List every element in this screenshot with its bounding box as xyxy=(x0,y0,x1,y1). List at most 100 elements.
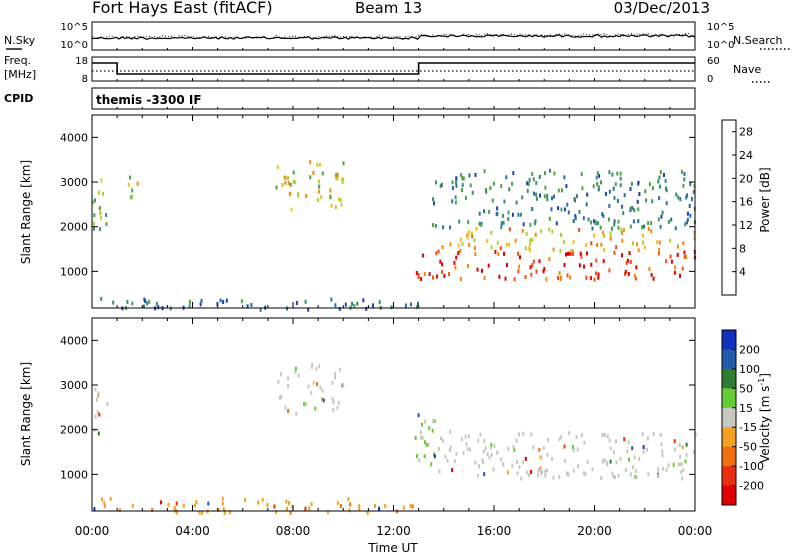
data-cell xyxy=(681,266,684,271)
data-cell xyxy=(625,260,628,265)
data-cell xyxy=(488,209,491,214)
data-cell xyxy=(583,440,586,445)
data-cell xyxy=(657,251,660,256)
data-cell xyxy=(641,225,644,230)
data-cell xyxy=(651,199,654,204)
data-cell xyxy=(659,170,662,175)
data-cell xyxy=(592,219,595,224)
data-cell xyxy=(451,468,454,473)
data-cell xyxy=(535,192,538,197)
data-cell xyxy=(609,234,612,239)
data-cell xyxy=(602,259,605,264)
data-cell xyxy=(527,246,530,251)
data-cell xyxy=(642,449,645,454)
data-cell xyxy=(479,222,482,227)
data-cell xyxy=(629,187,632,191)
data-cell xyxy=(446,458,449,463)
data-cell xyxy=(455,176,458,181)
data-cell xyxy=(658,196,661,201)
data-cell xyxy=(330,297,333,302)
data-cell xyxy=(544,469,547,474)
data-cell xyxy=(335,176,338,181)
data-cell xyxy=(454,195,457,200)
data-cell xyxy=(536,196,538,201)
colorbar-segment xyxy=(722,485,736,506)
data-cell xyxy=(318,364,321,369)
data-cell xyxy=(631,446,634,451)
data-cell xyxy=(657,217,660,222)
data-cell xyxy=(281,183,284,187)
data-cell xyxy=(93,226,95,231)
data-cell xyxy=(633,273,636,278)
data-cell xyxy=(136,181,139,186)
data-cell xyxy=(483,472,486,477)
data-cell xyxy=(449,242,452,247)
data-cell xyxy=(467,220,470,225)
data-cell xyxy=(590,241,593,246)
data-cell xyxy=(378,300,381,305)
data-cell xyxy=(550,207,553,212)
data-cell xyxy=(530,469,533,474)
data-cell xyxy=(100,297,103,301)
data-cell xyxy=(339,367,342,372)
data-cell xyxy=(229,510,232,515)
data-cell xyxy=(689,213,692,218)
data-cell xyxy=(312,380,315,385)
data-cell xyxy=(511,212,514,217)
velocity-colorbar-label: Velocity [m s-1] xyxy=(757,373,772,463)
data-cell xyxy=(609,236,612,241)
data-cell xyxy=(425,443,428,448)
noise-search-label: N.Search xyxy=(733,34,783,47)
data-cell xyxy=(507,446,510,451)
data-cell xyxy=(637,219,640,224)
data-cell xyxy=(498,274,501,279)
data-cell xyxy=(621,204,623,209)
colorbar-tick-label: -15 xyxy=(739,421,757,434)
data-cell xyxy=(631,241,634,246)
data-cell xyxy=(195,500,198,504)
data-cell xyxy=(500,184,503,189)
data-cell xyxy=(474,252,477,256)
data-cell xyxy=(331,381,334,385)
data-cell xyxy=(688,204,691,208)
data-cell xyxy=(538,259,541,264)
data-cell xyxy=(460,173,463,177)
colorbar-segment xyxy=(722,407,736,428)
data-cell xyxy=(624,467,627,472)
data-cell xyxy=(569,275,572,280)
data-cell xyxy=(497,252,500,257)
data-cell xyxy=(597,185,600,190)
data-cell xyxy=(541,470,543,475)
data-cell xyxy=(476,473,479,478)
data-cell xyxy=(175,501,178,506)
data-cell xyxy=(307,307,310,312)
data-cell xyxy=(461,242,464,247)
data-cell xyxy=(553,194,555,199)
data-cell xyxy=(566,202,569,207)
data-cell xyxy=(417,301,419,306)
data-cell xyxy=(557,206,560,211)
data-cell xyxy=(673,270,676,275)
data-cell xyxy=(507,217,510,222)
y-tick-label: 2000 xyxy=(60,221,88,234)
data-cell xyxy=(563,240,566,245)
data-cell xyxy=(672,462,675,467)
data-cell xyxy=(520,212,522,217)
data-cell xyxy=(373,504,376,508)
data-cell xyxy=(92,221,95,226)
data-cell xyxy=(570,248,573,253)
data-cell xyxy=(411,504,414,509)
data-cell xyxy=(223,511,226,515)
data-cell xyxy=(669,238,672,243)
data-cell xyxy=(455,451,458,456)
freq-label: Freq. xyxy=(4,54,31,67)
data-cell xyxy=(608,204,611,208)
data-cell xyxy=(286,506,288,511)
data-cell xyxy=(595,271,597,276)
data-cell xyxy=(627,272,630,276)
data-cell xyxy=(675,192,678,197)
data-cell xyxy=(603,433,606,438)
data-cell xyxy=(261,497,264,502)
data-cell xyxy=(453,459,456,464)
data-cell xyxy=(201,510,203,515)
